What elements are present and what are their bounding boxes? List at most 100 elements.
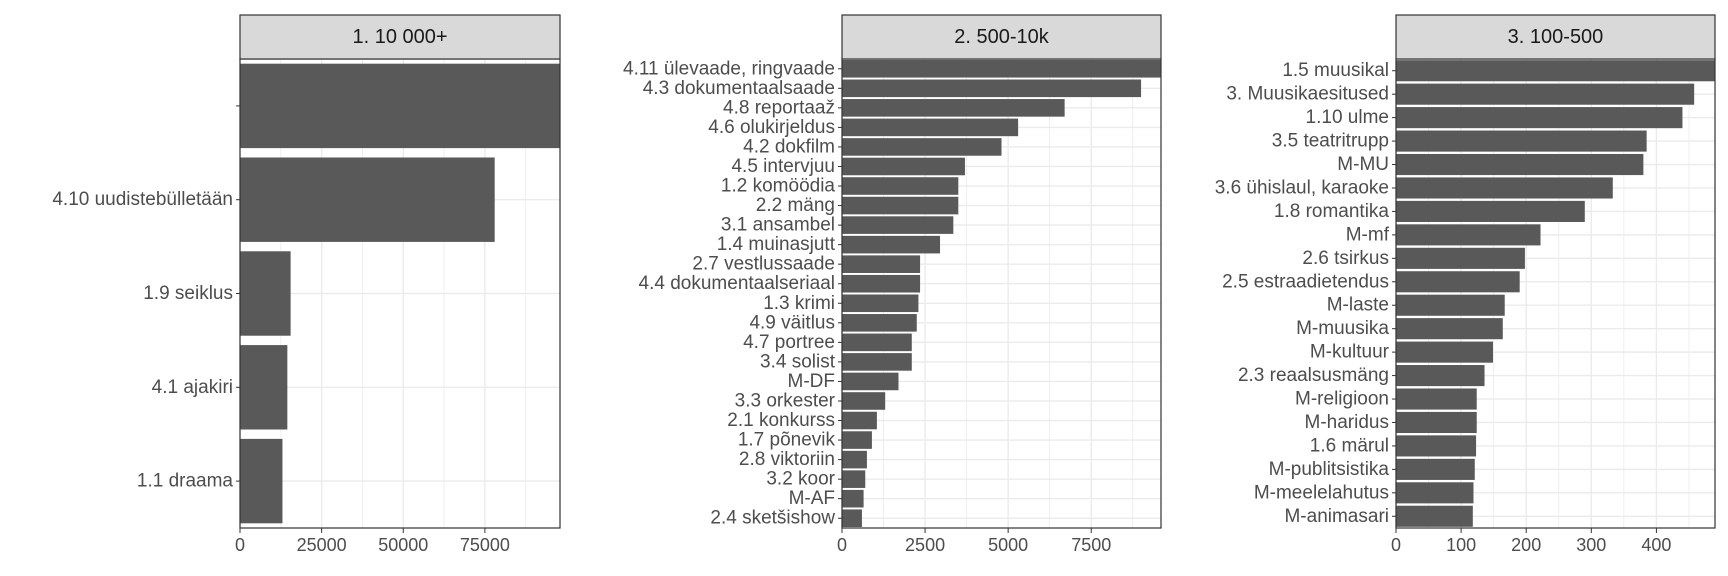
category-label: M-kultuur — [1310, 342, 1390, 363]
category-label: 3.3 orkester — [735, 390, 836, 411]
bar — [1396, 341, 1494, 363]
bar — [842, 489, 864, 508]
bar — [1396, 388, 1477, 410]
category-label: 1.4 muinasjutt — [717, 234, 836, 255]
category-label: 1.7 põnevik — [738, 430, 836, 451]
category-label: 3. Muusikaesitused — [1226, 84, 1389, 105]
category-label: 2.4 sketšishow — [710, 508, 835, 529]
category-label: 2.5 estraadietendus — [1222, 271, 1389, 292]
category-label: 4.8 reportaaž — [723, 97, 835, 118]
bar — [842, 392, 886, 410]
facet-strip — [239, 14, 561, 60]
bar — [1396, 294, 1505, 316]
bar — [842, 255, 921, 273]
bar — [1396, 83, 1695, 105]
category-label: M-mf — [1346, 224, 1390, 245]
bar — [1396, 247, 1525, 269]
bar — [842, 274, 921, 293]
category-label: 4.7 portree — [743, 332, 835, 353]
category-label: M-publitsistika — [1269, 459, 1390, 480]
category-label: 3.1 ansambel — [721, 215, 835, 236]
plot-background — [842, 59, 1161, 528]
bar — [842, 196, 959, 215]
category-label: 1.8 romantika — [1274, 201, 1390, 222]
x-tick-label: 75000 — [460, 535, 510, 555]
bar — [1396, 271, 1520, 293]
category-label: 1.9 seiklus — [143, 283, 233, 304]
category-label: 1.2 komöödia — [721, 176, 836, 197]
category-label: 4.2 dokfilm — [743, 136, 835, 157]
bar — [240, 438, 283, 524]
bar — [1396, 60, 1715, 82]
bar — [1396, 130, 1647, 152]
bar — [842, 99, 1065, 117]
category-label: 2.8 viktoriin — [739, 449, 835, 470]
bar — [1396, 458, 1475, 480]
category-label: 2.6 tsirkus — [1302, 248, 1389, 269]
bar — [1396, 224, 1541, 246]
facet-strip — [841, 14, 1162, 60]
category-label: M-haridus — [1305, 412, 1389, 433]
bar — [240, 345, 288, 430]
category-label: 4.1 ajakiri — [152, 377, 233, 398]
bar — [842, 138, 1002, 156]
bar — [842, 216, 954, 234]
bar — [842, 353, 912, 371]
facet-strip-title: 3. 100-500 — [1508, 26, 1604, 48]
category-label: M-laste — [1327, 295, 1389, 316]
category-label: 3.6 ühislaul, karaoke — [1215, 177, 1389, 198]
category-label: 1.6 märul — [1310, 435, 1389, 456]
bar — [1396, 153, 1644, 176]
bar — [842, 372, 899, 391]
bar — [1396, 107, 1683, 129]
bar — [842, 333, 912, 352]
category-label: 3.5 teatritrupp — [1272, 131, 1389, 152]
bar — [842, 470, 866, 488]
bar — [842, 157, 965, 176]
bar — [842, 118, 1019, 137]
facet-strip-title: 2. 500-10k — [954, 26, 1050, 48]
bar — [842, 450, 867, 469]
bar — [240, 251, 291, 336]
category-label: 2.2 mäng — [756, 195, 835, 216]
x-tick-label: 25000 — [297, 535, 347, 555]
bar — [1396, 365, 1485, 387]
bar — [1396, 411, 1477, 434]
x-tick-label: 300 — [1576, 535, 1606, 555]
bar — [1396, 482, 1474, 504]
x-tick-label: 100 — [1446, 535, 1476, 555]
category-label: 1.5 muusikal — [1282, 60, 1389, 81]
x-tick-label: 200 — [1511, 535, 1541, 555]
x-tick-label: 50000 — [378, 535, 428, 555]
bar — [1396, 200, 1585, 222]
category-label: 4.4 dokumentaalseriaal — [639, 273, 835, 294]
bar-group — [842, 59, 1161, 528]
category-label: 2.7 vestlussaade — [692, 254, 835, 275]
category-label: M-MU — [1337, 154, 1389, 175]
category-label: M-meelelahutus — [1254, 482, 1389, 503]
category-label: M-AF — [789, 488, 835, 509]
x-tick-label: 0 — [1391, 535, 1401, 555]
bar — [842, 411, 877, 430]
bar — [1396, 505, 1473, 527]
category-label: M-religioon — [1295, 389, 1389, 410]
bar — [240, 157, 495, 242]
category-label: 1.3 krimi — [763, 293, 835, 314]
category-label: M-animasari — [1284, 506, 1389, 527]
bar — [842, 79, 1142, 98]
category-label: 2.1 konkurss — [727, 410, 835, 431]
category-label: 4.3 dokumentaalsaade — [643, 78, 835, 99]
bar — [842, 431, 872, 449]
category-label: 4.6 olukirjeldus — [708, 117, 835, 138]
bar — [842, 294, 919, 313]
category-label: 2.3 reaalsusmäng — [1238, 365, 1389, 386]
facet-strip — [1395, 14, 1716, 60]
category-label: 4.11 ülevaade, ringvaade — [623, 58, 835, 79]
plot-background — [1396, 59, 1715, 528]
x-tick-label: 400 — [1641, 535, 1671, 555]
category-label: 3.2 koor — [766, 469, 835, 490]
bar-group — [1396, 60, 1715, 527]
bar — [1396, 318, 1503, 340]
